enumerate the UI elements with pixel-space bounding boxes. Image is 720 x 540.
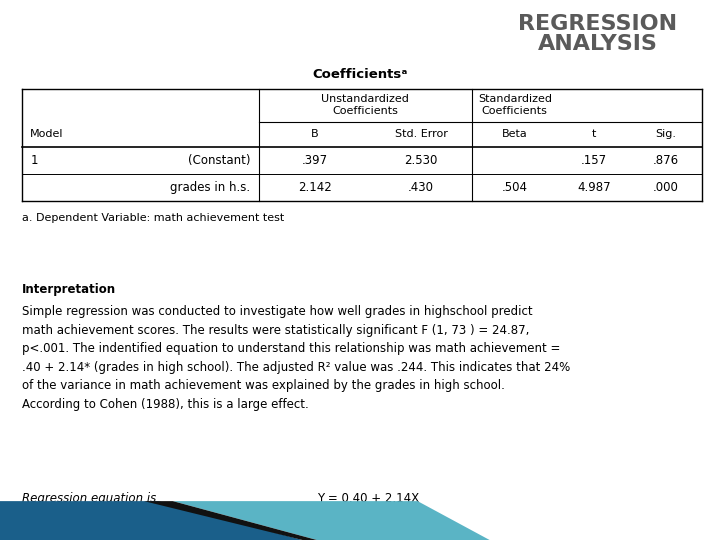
- Text: .876: .876: [653, 154, 679, 167]
- Text: Beta: Beta: [502, 129, 528, 139]
- Text: t: t: [592, 129, 596, 139]
- Text: (Constant): (Constant): [188, 154, 251, 167]
- Text: .000: .000: [653, 181, 679, 194]
- Text: a. Dependent Variable: math achievement test: a. Dependent Variable: math achievement …: [22, 213, 284, 223]
- Text: Interpretation: Interpretation: [22, 284, 116, 296]
- Text: Unstandardized
Coefficients: Unstandardized Coefficients: [321, 94, 410, 116]
- Polygon shape: [144, 501, 317, 540]
- Text: REGRESSION
ANALYSIS: REGRESSION ANALYSIS: [518, 14, 678, 55]
- Text: Y = 0.40 + 2.14X: Y = 0.40 + 2.14X: [317, 492, 419, 505]
- Text: Std. Error: Std. Error: [395, 129, 448, 139]
- Text: Regression equation is: Regression equation is: [22, 492, 156, 505]
- Text: 2.142: 2.142: [298, 181, 332, 194]
- Text: Coefficientsᵃ: Coefficientsᵃ: [312, 68, 408, 80]
- Text: Simple regression was conducted to investigate how well grades in highschool pre: Simple regression was conducted to inves…: [22, 305, 570, 410]
- Text: .157: .157: [581, 154, 607, 167]
- Text: 2.530: 2.530: [405, 154, 438, 167]
- Text: .504: .504: [502, 181, 528, 194]
- Text: Model: Model: [30, 129, 64, 139]
- Text: Standardized
Coefficients: Standardized Coefficients: [478, 94, 552, 116]
- Text: grades in h.s.: grades in h.s.: [171, 181, 251, 194]
- Text: Sig.: Sig.: [655, 129, 677, 139]
- Polygon shape: [173, 501, 490, 540]
- Text: 4.987: 4.987: [577, 181, 611, 194]
- Text: B: B: [311, 129, 319, 139]
- Text: .430: .430: [408, 181, 434, 194]
- Polygon shape: [0, 501, 302, 540]
- Text: .397: .397: [302, 154, 328, 167]
- Text: 1: 1: [30, 154, 37, 167]
